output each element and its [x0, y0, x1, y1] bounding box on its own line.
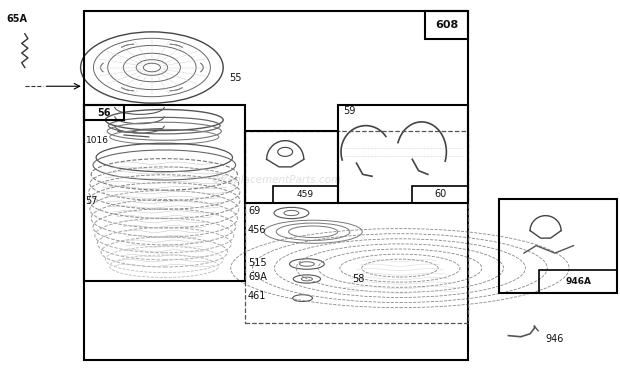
Text: 946: 946 [546, 334, 564, 344]
Bar [245, 131, 468, 322]
Text: 1016: 1016 [86, 136, 108, 145]
Text: 608: 608 [435, 20, 458, 30]
Bar [539, 270, 617, 292]
Text: 456: 456 [248, 225, 267, 235]
Text: 515: 515 [248, 258, 267, 267]
Text: 69A: 69A [248, 273, 267, 282]
Bar [338, 105, 468, 202]
Bar [84, 11, 468, 360]
Bar [245, 131, 338, 203]
Text: 55: 55 [229, 73, 242, 83]
Bar [412, 186, 468, 202]
Text: 65A: 65A [6, 14, 27, 24]
Bar [84, 105, 124, 120]
Bar [273, 186, 338, 202]
Text: ©ReplacementParts.com: ©ReplacementParts.com [210, 175, 342, 185]
Text: 56: 56 [97, 108, 110, 117]
Text: 57: 57 [86, 196, 98, 206]
Bar [499, 199, 617, 292]
Text: 59: 59 [343, 106, 355, 116]
Text: 946A: 946A [565, 277, 591, 286]
Bar [425, 11, 468, 39]
Text: 58: 58 [352, 274, 365, 284]
Text: 459: 459 [297, 189, 314, 198]
Bar [84, 105, 245, 281]
Text: 60: 60 [434, 189, 446, 199]
Text: 461: 461 [248, 291, 267, 301]
Text: 69: 69 [248, 206, 260, 216]
